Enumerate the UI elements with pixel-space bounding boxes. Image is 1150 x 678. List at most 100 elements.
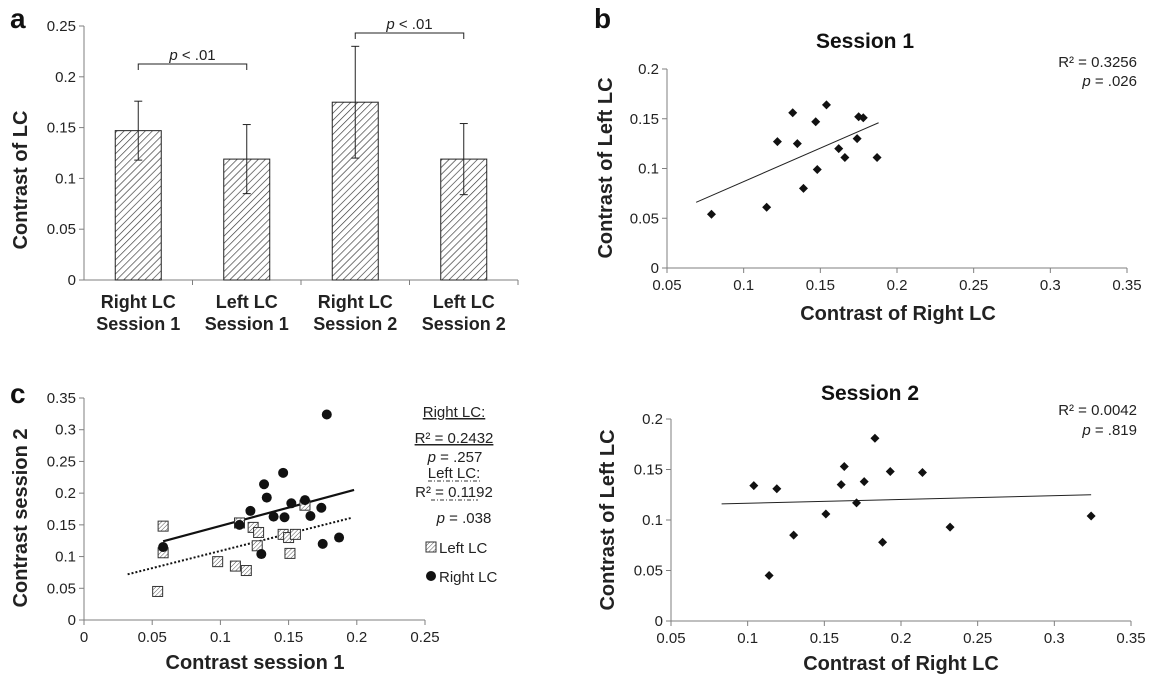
panel-a-bars (114, 45, 488, 281)
left-lc-point (240, 565, 252, 577)
y-tick-label: 0.15 (47, 517, 76, 534)
category-label: Right LC (101, 292, 176, 312)
data-point (821, 100, 831, 110)
data-point (764, 571, 774, 581)
panel-letter-c: c (10, 378, 26, 409)
x-tick-label: 0.05 (138, 629, 167, 646)
panel-c-y-axis-title: Contrast session 2 (10, 429, 32, 608)
x-tick-label: 0.25 (959, 277, 988, 294)
panel-session2-p-value: p = .819 (1081, 422, 1137, 439)
panel-letter-a: a (10, 3, 26, 34)
left-lc-point (212, 556, 224, 568)
data-point (1086, 511, 1096, 521)
data-point (798, 183, 808, 193)
x-tick-label: 0.3 (1044, 630, 1065, 647)
panel-a-significance-brackets: p < .01 p < .01 (137, 16, 465, 70)
left-lc-point (152, 585, 164, 597)
data-point (749, 481, 759, 491)
left-lc-point (289, 528, 301, 540)
panel-a-bar-chart: Contrast of LC 0 0.05 0.1 0.15 0.2 0.25 Right… (10, 16, 519, 334)
data-point (945, 522, 955, 532)
left-lc-point (284, 547, 296, 559)
y-tick-label: 0.3 (55, 422, 76, 439)
significance-bracket (137, 63, 248, 70)
y-tick-label: 0.05 (630, 210, 659, 227)
trendline (695, 122, 879, 203)
data-point (811, 117, 821, 127)
data-point (852, 134, 862, 144)
x-tick-label: 0.25 (963, 630, 992, 647)
panel-c-left-lc-r-squared: R² = 0.1192 (415, 484, 493, 501)
trendline (721, 494, 1092, 505)
category-label: Session 1 (96, 314, 180, 334)
category-label: Session 2 (422, 314, 506, 334)
panel-b-x-axis-title: Contrast of Right LC (800, 303, 996, 325)
data-point (821, 509, 831, 519)
right-lc-point (234, 519, 245, 530)
x-tick-label: 0.25 (410, 629, 439, 646)
left-lc-point (157, 520, 169, 532)
panel-b-y-axis-title: Contrast of Left LC (595, 77, 617, 258)
right-lc-point (245, 505, 256, 516)
panel-a-axes: 0 0.05 0.1 0.15 0.2 0.25 (47, 18, 519, 289)
panel-c-legend: Left LC Right LC (425, 540, 498, 586)
x-tick-label: 0.05 (652, 277, 681, 294)
legend-right-lc-label: Right LC (439, 569, 498, 586)
significance-label: p < .01 (385, 16, 432, 33)
panel-c-right-lc-r-squared: R² = 0.2432 (415, 430, 494, 447)
panel-c-x-axis-title: Contrast session 1 (166, 652, 345, 674)
right-lc-point (268, 511, 279, 522)
y-tick-label: 0 (68, 612, 76, 629)
data-point (840, 153, 850, 163)
y-tick-label: 0.15 (47, 120, 76, 137)
category-label: Left LC (216, 292, 278, 312)
y-tick-label: 0.05 (634, 563, 663, 580)
x-tick-label: 0.05 (656, 630, 685, 647)
data-point (788, 108, 798, 118)
panel-c-scatter: Contrast session 2 Contrast session 1 0 0… (10, 390, 498, 674)
y-tick-label: 0.15 (630, 111, 659, 128)
right-lc-point (305, 510, 316, 521)
right-lc-point (321, 409, 332, 420)
data-point (834, 144, 844, 154)
x-tick-label: 0.2 (891, 630, 912, 647)
significance-bracket (354, 32, 465, 39)
panel-c-left-lc-p-value: p = .038 (436, 510, 492, 527)
y-tick-label: 0.35 (47, 390, 76, 407)
y-tick-label: 0.15 (634, 462, 663, 479)
panel-session2-scatter: Session 2 Contrast of Left LC Contrast o… (597, 382, 1146, 675)
data-point (772, 484, 782, 494)
panel-b-plot-area: 00.050.10.150.20.05 0.1 0.15 0.2 0.25 0.3 0.35 (630, 61, 1142, 294)
right-lc-point (316, 502, 327, 513)
right-lc-point (299, 495, 310, 506)
data-point (836, 480, 846, 490)
y-tick-label: 0.1 (55, 549, 76, 566)
panel-b-r-squared: R² = 0.3256 (1058, 54, 1137, 71)
panel-c-plot-area: 0 0.05 0.1 0.15 0.2 0.25 0.3 0.35 0 0.05 0.1 0.15 0.… (47, 390, 440, 646)
data-point (870, 433, 880, 443)
category-label: Session 2 (313, 314, 397, 334)
y-tick-label: 0 (655, 613, 663, 630)
data-point (872, 153, 882, 163)
x-tick-label: 0.1 (210, 629, 231, 646)
legend-left-lc-marker (425, 541, 437, 553)
y-tick-label: 0.2 (55, 69, 76, 86)
significance-label: p < .01 (168, 47, 215, 64)
right-lc-trendline (162, 488, 355, 543)
y-tick-label: 0 (68, 272, 76, 289)
y-tick-label: 0.1 (55, 170, 76, 187)
data-point (792, 139, 802, 149)
x-tick-label: 0.1 (737, 630, 758, 647)
panel-b-scatter: Session 1 Contrast of Left LC Contrast o… (595, 30, 1142, 325)
x-tick-label: 0.15 (806, 277, 835, 294)
x-tick-label: 0.15 (810, 630, 839, 647)
right-lc-point (286, 498, 297, 509)
category-label: Session 1 (205, 314, 289, 334)
panel-c-right-lc-p-value: p = .257 (427, 449, 483, 466)
y-tick-label: 0 (651, 260, 659, 277)
data-point (878, 537, 888, 547)
category-label: Left LC (433, 292, 495, 312)
left-lc-point (229, 560, 241, 572)
